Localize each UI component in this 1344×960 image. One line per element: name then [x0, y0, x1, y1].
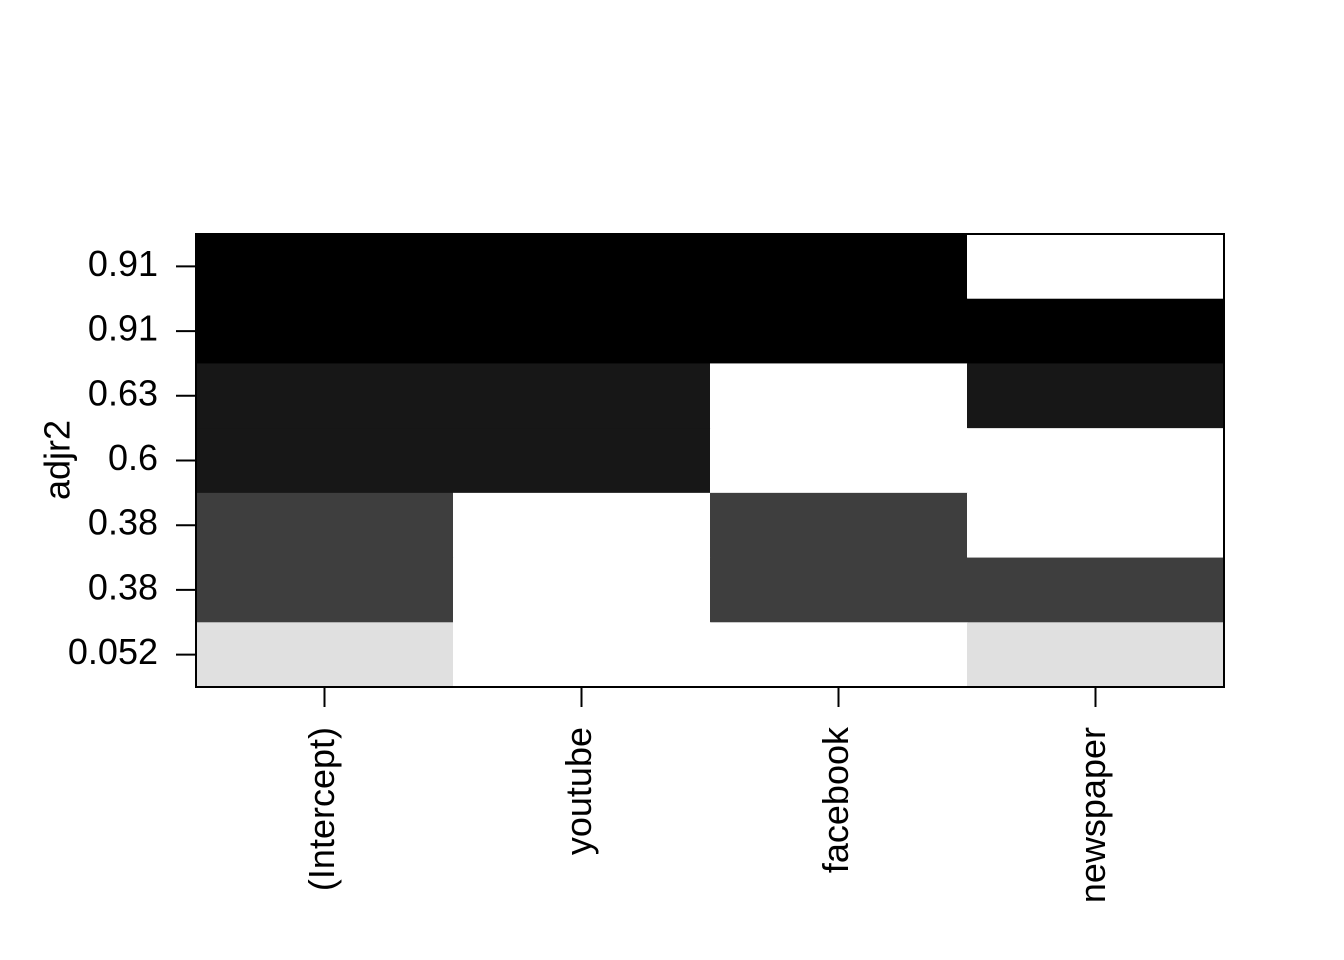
cell — [196, 492, 454, 559]
y-tick-label: 0.63 — [88, 372, 158, 413]
cell — [196, 234, 454, 300]
x-tick-label: (Intercept) — [301, 727, 342, 891]
cell — [967, 428, 1225, 494]
y-tick-label: 0.91 — [88, 308, 158, 349]
y-tick-label: 0.91 — [88, 243, 158, 284]
cell — [967, 557, 1225, 623]
cell — [710, 363, 968, 429]
cell — [196, 428, 454, 494]
cell — [710, 622, 968, 688]
cell — [453, 298, 711, 364]
cell — [453, 622, 711, 688]
y-tick-label: 0.052 — [68, 631, 158, 672]
cell — [453, 234, 711, 300]
cell — [196, 557, 454, 623]
cell — [967, 298, 1225, 364]
cell — [453, 557, 711, 623]
x-tick-label: facebook — [815, 726, 856, 873]
cell — [967, 363, 1225, 429]
cell — [453, 492, 711, 559]
cell — [967, 492, 1225, 559]
cell — [196, 363, 454, 429]
y-tick-label: 0.38 — [88, 502, 158, 543]
cell — [967, 234, 1225, 300]
plot-border — [195, 233, 1225, 688]
cell — [453, 363, 711, 429]
x-tick-label: newspaper — [1072, 727, 1113, 903]
cell — [710, 492, 968, 559]
cell — [453, 428, 711, 494]
y-tick-label: 0.38 — [88, 566, 158, 607]
y-axis-label: adjr2 — [37, 420, 78, 500]
cell — [710, 557, 968, 623]
cell — [710, 298, 968, 364]
y-tick-label: 0.6 — [108, 437, 158, 478]
x-tick-label: youtube — [558, 727, 599, 855]
cell — [196, 622, 454, 688]
cell — [196, 298, 454, 364]
cell — [710, 428, 968, 494]
cell — [967, 622, 1225, 688]
cell — [710, 234, 968, 300]
